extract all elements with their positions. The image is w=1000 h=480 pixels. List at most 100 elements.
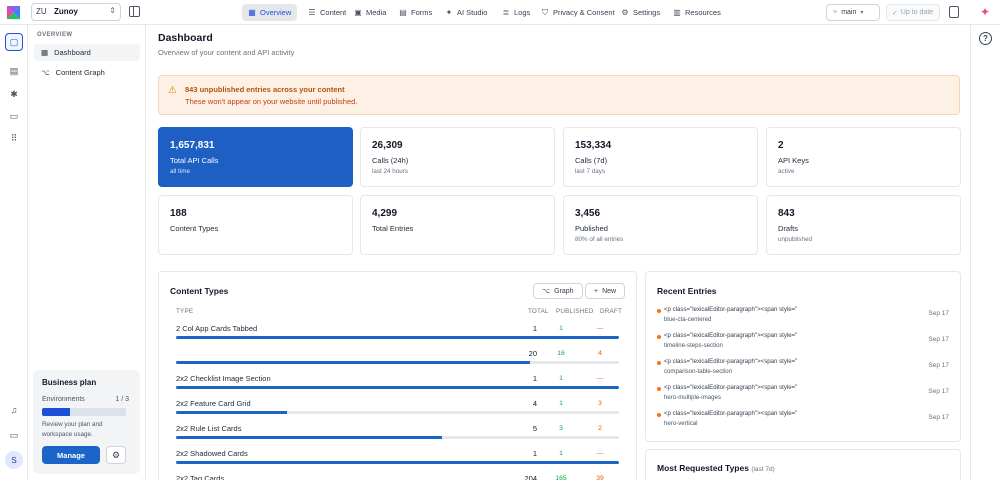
nav-content[interactable]: ☰ Content	[302, 4, 352, 21]
recent-entry-slug: comparison-table-section	[664, 368, 733, 375]
table-icon: ☰	[308, 8, 316, 17]
bell-icon[interactable]: ♫	[10, 405, 18, 415]
avatar[interactable]: S	[5, 451, 23, 469]
icon-rail: ▢ ▤ ✱ ▭ ⠿ ♫ ▭ S	[0, 25, 28, 480]
branch-icon: ⑂	[833, 9, 838, 16]
content-type-draft: 2	[598, 425, 602, 432]
content-type-total: 1	[532, 374, 537, 383]
stat-value: 153,334	[575, 140, 612, 151]
new-button-label: New	[602, 287, 617, 295]
stat-total-api-calls[interactable]: 1,657,831 Total API Calls all time	[158, 127, 353, 187]
graph-icon: ⌥	[41, 68, 50, 77]
stat-api-keys[interactable]: 2 API Keys active	[766, 127, 961, 187]
graph-button[interactable]: ⌥ Graph	[533, 283, 583, 299]
rail-monitor-icon[interactable]: ▭	[9, 110, 19, 121]
page-title: Dashboard	[158, 32, 213, 44]
column-total: TOTAL	[528, 308, 549, 315]
plan-env-count: 1 / 3	[115, 396, 129, 403]
stat-label: Published	[575, 224, 608, 233]
content-type-published: 165	[555, 475, 567, 480]
content-type-total: 20	[528, 349, 537, 358]
plan-title: Business plan	[42, 378, 97, 387]
recent-entry-title: <p class="lexicalEditor-paragraph"><span…	[664, 384, 798, 391]
content-type-progress-fill	[176, 436, 442, 439]
content-type-progress-fill	[176, 461, 619, 464]
app-logo-icon[interactable]	[6, 5, 21, 20]
workspace-select[interactable]: ZU Zunoy ⇕	[31, 3, 121, 21]
plan-env-progress	[42, 408, 126, 416]
sidebar: OVERVIEW ▦ Dashboard ⌥ Content Graph Bus…	[28, 25, 146, 480]
content-type-total: 5	[532, 424, 537, 433]
sidebar-item-dashboard[interactable]: ▦ Dashboard	[34, 44, 140, 61]
main-content: Dashboard Overview of your content and A…	[146, 25, 970, 480]
nav-label: Overview	[260, 8, 292, 17]
sidebar-section-title: OVERVIEW	[37, 32, 73, 38]
status-dot-icon	[657, 309, 661, 313]
alert-title: 843 unpublished entries across your cont…	[185, 85, 345, 94]
stat-published[interactable]: 3,456 Published 80% of all entries	[563, 195, 758, 255]
nav-media[interactable]: ▣ Media	[348, 4, 392, 21]
grid-icon: ▦	[248, 8, 256, 17]
workspace-name: Zunoy	[54, 7, 78, 16]
display-icon[interactable]: ▭	[9, 429, 19, 440]
rail-apps-icon[interactable]: ⠿	[10, 132, 18, 143]
content-type-name: 2x2 Rule List Cards	[176, 424, 242, 433]
status-dot-icon	[657, 413, 661, 417]
content-type-draft: —	[596, 325, 604, 332]
manage-button[interactable]: Manage	[42, 446, 100, 464]
stat-drafts[interactable]: 843 Drafts unpublished	[766, 195, 961, 255]
nav-resources[interactable]: ▥ Resources	[667, 4, 727, 21]
sidebar-toggle-icon[interactable]	[129, 6, 140, 17]
rail-debug-icon[interactable]: ✱	[10, 88, 18, 99]
stat-value: 3,456	[575, 208, 601, 219]
content-type-progress-fill	[176, 336, 619, 339]
recent-entry-slug: timeline-steps-section	[664, 342, 723, 349]
nav-overview[interactable]: ▦ Overview	[242, 4, 298, 21]
stat-label: Drafts	[778, 224, 799, 233]
content-type-draft: —	[596, 450, 604, 457]
content-type-progress	[176, 336, 619, 339]
graph-icon: ⌥	[542, 288, 551, 295]
nav-settings[interactable]: ⚙ Settings	[615, 4, 666, 21]
stat-label: Content Types	[170, 224, 219, 233]
sync-status: ✓ Up to date	[886, 4, 940, 21]
help-icon[interactable]: ?	[979, 32, 992, 45]
content-type-name: 2x2 Checklist Image Section	[176, 374, 271, 383]
nav-label: AI Studio	[457, 8, 488, 17]
content-type-name: 2x2 Tag Cards	[176, 474, 225, 480]
nav-forms[interactable]: ▤ Forms	[393, 4, 438, 21]
recent-entry-title: <p class="lexicalEditor-paragraph"><span…	[664, 332, 798, 339]
gear-icon[interactable]: ⚙	[106, 446, 126, 464]
stat-calls-24h[interactable]: 26,309 Calls (24h) last 24 hours	[360, 127, 555, 187]
stat-total-entries[interactable]: 4,299 Total Entries	[360, 195, 555, 255]
branch-select[interactable]: ⑂ main ▾	[826, 4, 880, 21]
shield-icon: ⛉	[542, 7, 548, 17]
stat-calls-7d[interactable]: 153,334 Calls (7d) last 7 days	[563, 127, 758, 187]
ai-assistant-icon[interactable]: ✦	[980, 5, 991, 19]
content-type-total: 4	[532, 399, 537, 408]
stat-label: Calls (7d)	[575, 156, 608, 165]
recent-entry-date: Sep 17	[928, 362, 949, 369]
nav-logs[interactable]: ≣ Logs	[496, 4, 536, 21]
stat-value: 26,309	[372, 140, 403, 151]
nav-privacy[interactable]: ⛉ Privacy & Consent	[535, 4, 621, 21]
image-icon: ▣	[354, 8, 362, 17]
rail-content-icon[interactable]: ▤	[9, 65, 19, 76]
content-type-published: 1	[559, 375, 563, 382]
rail-dashboard-icon[interactable]: ▢	[5, 33, 23, 51]
new-content-type-button[interactable]: + New	[585, 283, 626, 299]
docs-icon[interactable]	[949, 6, 959, 18]
workspace-abbr: ZU	[36, 7, 47, 16]
sync-status-label: Up to date	[900, 9, 934, 16]
nav-label: Resources	[685, 8, 721, 17]
chevron-down-icon: ▾	[860, 10, 864, 16]
nav-ai-studio[interactable]: ✦ AI Studio	[439, 4, 493, 21]
logs-icon: ≣	[502, 8, 510, 17]
sidebar-item-content-graph[interactable]: ⌥ Content Graph	[34, 64, 140, 81]
content-type-progress-fill	[176, 361, 531, 364]
check-circle-icon: ✓	[892, 9, 898, 17]
nav-label: Forms	[411, 8, 433, 17]
stat-content-types[interactable]: 188 Content Types	[158, 195, 353, 255]
sparkle-icon: ✦	[445, 8, 453, 17]
stat-label: API Keys	[778, 156, 809, 165]
